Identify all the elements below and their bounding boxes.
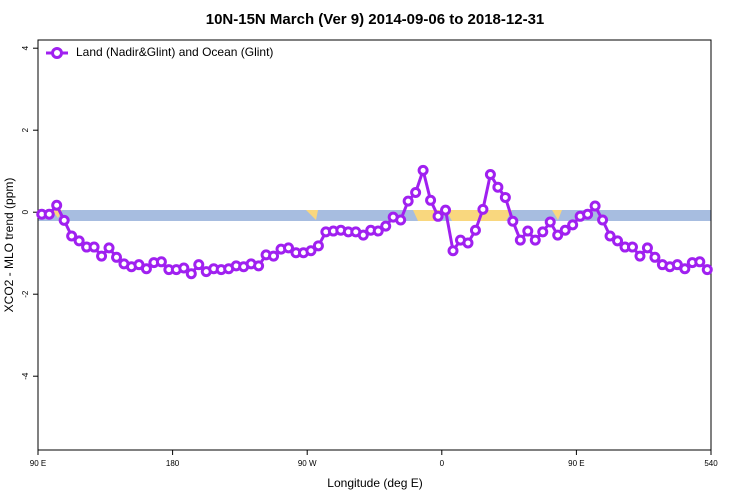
data-point	[641, 242, 653, 254]
data-point	[96, 250, 108, 262]
data-point	[440, 204, 452, 216]
plot-frame	[37, 39, 712, 451]
data-point	[567, 219, 579, 231]
y-tick-label: -4	[21, 372, 30, 380]
data-point	[522, 225, 534, 237]
data-point	[178, 262, 190, 274]
data-point	[155, 256, 167, 268]
data-point	[447, 245, 459, 257]
legend-marker	[51, 47, 63, 59]
x-axis-label: Longitude (deg E)	[327, 476, 422, 490]
data-point	[417, 164, 429, 176]
x-tick-label: 540	[704, 459, 718, 468]
data-point	[283, 242, 295, 254]
data-point	[552, 229, 564, 241]
data-point	[380, 220, 392, 232]
y-axis-label: XCO2 - MLO trend (ppm)	[2, 178, 16, 313]
data-point	[425, 194, 437, 206]
data-point	[305, 245, 317, 257]
data-point	[634, 250, 646, 262]
data-point	[559, 224, 571, 236]
data-point	[499, 191, 511, 203]
data-point	[51, 199, 63, 211]
reference-band	[38, 210, 711, 221]
data-point	[477, 203, 489, 215]
y-tick-label: -2	[21, 290, 30, 298]
data-point	[597, 214, 609, 226]
legend-label: Land (Nadir&Glint) and Ocean (Glint)	[76, 45, 273, 59]
x-tick-label: 180	[166, 459, 180, 468]
data-point	[694, 256, 706, 268]
data-point	[604, 230, 616, 242]
data-point	[507, 215, 519, 227]
data-point	[544, 216, 556, 228]
data-point	[268, 250, 280, 262]
data-point	[612, 235, 624, 247]
data-point	[43, 208, 55, 220]
y-tick-label: 0	[21, 209, 30, 214]
data-point	[589, 200, 601, 212]
x-tick-label: 90 E	[30, 459, 46, 468]
data-point	[402, 195, 414, 207]
data-point	[432, 210, 444, 222]
data-point	[649, 251, 661, 263]
y-tick-label: 4	[21, 45, 30, 50]
data-point	[111, 251, 123, 263]
data-point	[484, 168, 496, 180]
chart-title: 10N-15N March (Ver 9) 2014-09-06 to 2018…	[206, 11, 545, 28]
data-point	[73, 235, 85, 247]
data-point	[185, 268, 197, 280]
data-point	[469, 224, 481, 236]
data-point	[395, 214, 407, 226]
data-point	[312, 240, 324, 252]
data-point	[253, 260, 265, 272]
data-point	[537, 226, 549, 238]
data-point	[679, 263, 691, 275]
data-point	[626, 241, 638, 253]
data-point	[492, 181, 504, 193]
data-point	[529, 234, 541, 246]
data-point	[701, 264, 713, 276]
data-point	[66, 230, 78, 242]
data-point	[140, 263, 152, 275]
data-point	[193, 259, 205, 271]
data-point	[372, 225, 384, 237]
x-tick-label: 90 W	[298, 459, 317, 468]
data-point	[582, 208, 594, 220]
x-tick-label: 90 E	[568, 459, 584, 468]
data-point	[462, 237, 474, 249]
data-point	[514, 234, 526, 246]
data-point	[88, 241, 100, 253]
y-tick-label: 2	[21, 127, 30, 132]
data-point	[410, 187, 422, 199]
data-point	[357, 229, 369, 241]
data-point	[58, 214, 70, 226]
x-tick-label: 0	[440, 459, 445, 468]
data-point	[103, 242, 115, 254]
